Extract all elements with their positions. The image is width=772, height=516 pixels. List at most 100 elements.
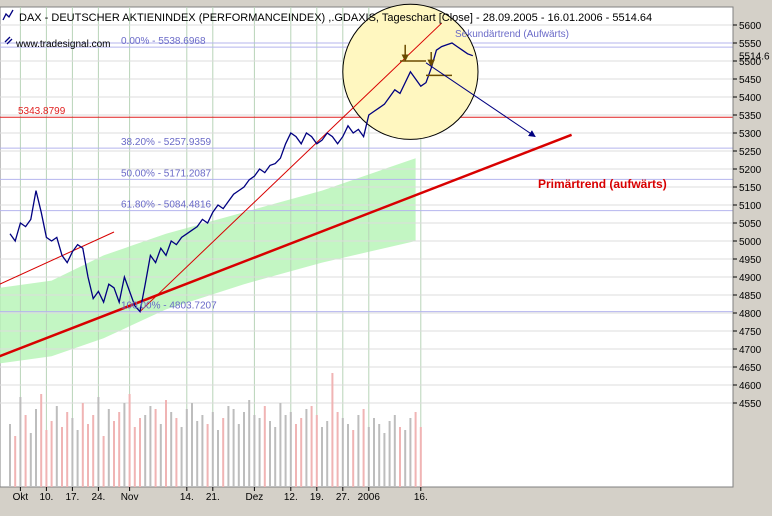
volume-bar: [237, 424, 240, 487]
volume-bar: [45, 430, 48, 487]
volume-bar: [97, 397, 100, 487]
fibonacci-level-label: 100.00% - 4803.7207: [121, 301, 217, 312]
volume-bar: [201, 415, 204, 487]
volume-bar: [222, 418, 225, 487]
volume-bar: [232, 409, 235, 487]
volume-bar: [107, 409, 110, 487]
y-tick-label: 4650: [739, 363, 762, 374]
x-tick-label: 24.: [91, 492, 105, 503]
volume-bar: [159, 424, 162, 487]
price-layer: [9, 42, 536, 314]
volume-bar: [87, 424, 89, 487]
secondary-trendline: [139, 22, 442, 312]
fibonacci-level-label: 50.00% - 5171.2087: [121, 168, 212, 179]
x-tick-label: 12.: [284, 492, 298, 503]
y-tick-label: 5000: [739, 237, 762, 248]
source-label: www.tradesignal.com: [15, 39, 110, 50]
volume-bar: [419, 427, 422, 487]
volume-bar: [399, 427, 401, 487]
volume-bar: [211, 412, 214, 487]
x-tick-label: 2006: [358, 492, 381, 503]
y-tick-label: 4950: [739, 255, 762, 266]
volume-bar: [206, 424, 209, 487]
y-tick-label: 4550: [739, 399, 762, 410]
volume-bar: [274, 427, 277, 487]
volume-bar: [321, 427, 323, 487]
volume-bar: [149, 406, 152, 487]
volume-bar: [128, 394, 131, 487]
x-axis: Okt 10. 17. 24. Nov 14. 21. Dez 12. 19. 27. 2006 16.: [13, 487, 428, 503]
fibonacci-level-label: 61.80% - 5084.4816: [121, 200, 212, 211]
volume-bar: [24, 415, 27, 487]
volume-bar: [347, 424, 349, 487]
x-tick-label: 16.: [414, 492, 428, 503]
projection-arrow: [425, 62, 536, 138]
last-value-label: 5514.6: [739, 52, 770, 63]
y-tick-label: 5200: [739, 165, 762, 176]
y-tick-label: 4750: [739, 327, 762, 338]
volume-bar: [279, 403, 282, 487]
x-tick-label: 19.: [310, 492, 324, 503]
volume-bar: [165, 400, 167, 487]
volume-bar: [19, 397, 22, 487]
x-tick-label: 10.: [39, 492, 53, 503]
volume-bar: [61, 427, 63, 487]
volume-bar: [367, 427, 370, 487]
volume-bar: [289, 412, 292, 487]
volume-bar: [175, 418, 178, 487]
volume-bar: [310, 406, 313, 487]
x-tick-label: Okt: [13, 492, 29, 503]
volume-bar: [154, 409, 157, 487]
volume-bar: [295, 424, 297, 487]
y-tick-label: 5300: [739, 129, 762, 140]
volume-bar: [191, 403, 193, 487]
volume-bar: [180, 427, 183, 487]
labels: 0.00% - 5538.6968 38.20% - 5257.9359 50.00…: [18, 29, 667, 312]
volume-bar: [123, 403, 126, 487]
y-tick-label: 5600: [739, 21, 762, 32]
volume-bar: [248, 400, 251, 487]
volume-bar: [414, 412, 417, 487]
fibonacci-level-label: 0.00% - 5538.6968: [121, 36, 206, 47]
x-tick-label: Nov: [121, 492, 139, 503]
volume-bar: [76, 430, 79, 487]
volume-bar: [50, 421, 53, 487]
volume-bar: [388, 421, 391, 487]
volume-bar: [196, 421, 199, 487]
volume-bar: [269, 421, 271, 487]
x-tick-label: 14.: [180, 492, 194, 503]
early-trendline: [0, 231, 115, 285]
x-tick-label: Dez: [246, 492, 264, 503]
volume-bar: [331, 373, 334, 487]
volume-bar: [40, 394, 43, 487]
volume-bar: [92, 415, 95, 487]
volume-bar: [253, 415, 256, 487]
volume-bar: [243, 412, 245, 487]
y-tick-label: 5550: [739, 39, 762, 50]
chart-title: DAX - DEUTSCHER AKTIENINDEX (PERFORMANCE…: [19, 12, 652, 24]
volume-bar: [341, 418, 344, 487]
chart-icon: [2, 9, 14, 21]
y-tick-label: 5250: [739, 147, 762, 158]
x-tick-label: 21.: [206, 492, 220, 503]
price-line: [9, 42, 474, 314]
y-tick-label: 5150: [739, 183, 762, 194]
y-tick-label: 5500: [739, 57, 762, 68]
y-tick-label: 5100: [739, 201, 762, 212]
volume-bar: [258, 418, 261, 487]
volume-bar: [305, 409, 308, 487]
volume-bar: [409, 418, 412, 487]
y-tick-label: 5050: [739, 219, 762, 230]
y-tick-label: 4800: [739, 309, 762, 320]
y-tick-label: 5450: [739, 75, 762, 86]
volume-bar: [362, 409, 365, 487]
volume-bar: [139, 418, 141, 487]
volume-bar: [133, 427, 136, 487]
volume-bar: [118, 412, 121, 487]
volume-bar: [326, 421, 329, 487]
volume-bar: [113, 421, 115, 487]
volume-bar: [227, 406, 230, 487]
volume-bar: [393, 415, 396, 487]
